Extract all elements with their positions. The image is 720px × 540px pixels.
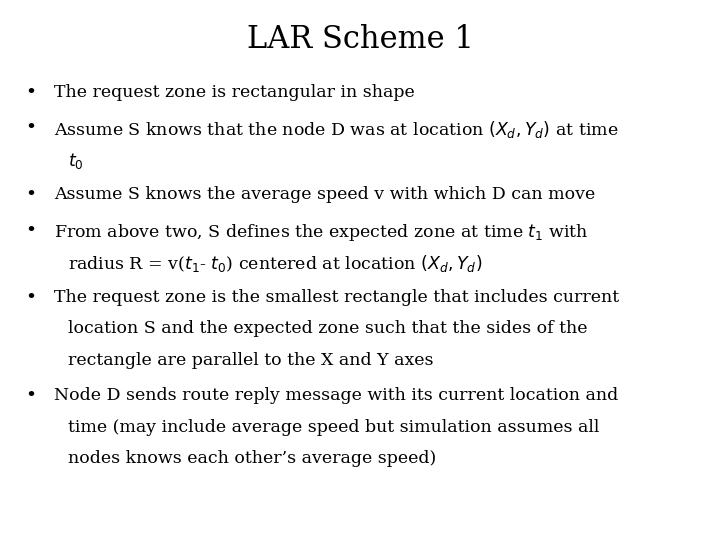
Text: location S and the expected zone such that the sides of the: location S and the expected zone such th…: [68, 320, 588, 337]
Text: LAR Scheme 1: LAR Scheme 1: [246, 24, 474, 55]
Text: rectangle are parallel to the X and Y axes: rectangle are parallel to the X and Y ax…: [68, 352, 434, 368]
Text: $t_0$: $t_0$: [68, 151, 84, 171]
Text: nodes knows each other’s average speed): nodes knows each other’s average speed): [68, 450, 436, 467]
Text: The request zone is the smallest rectangle that includes current: The request zone is the smallest rectang…: [54, 289, 619, 306]
Text: •: •: [25, 222, 36, 240]
Text: •: •: [25, 84, 36, 102]
Text: •: •: [25, 289, 36, 307]
Text: •: •: [25, 119, 36, 137]
Text: radius R = v($t_1$- $t_0$) centered at location $(X_d,Y_d)$: radius R = v($t_1$- $t_0$) centered at l…: [68, 253, 482, 274]
Text: time (may include average speed but simulation assumes all: time (may include average speed but simu…: [68, 418, 600, 435]
Text: Node D sends route reply message with its current location and: Node D sends route reply message with it…: [54, 387, 618, 404]
Text: Assume S knows the average speed v with which D can move: Assume S knows the average speed v with …: [54, 186, 595, 203]
Text: Assume S knows that the node D was at location $(X_d,Y_d)$ at time: Assume S knows that the node D was at lo…: [54, 119, 618, 140]
Text: •: •: [25, 186, 36, 204]
Text: From above two, S defines the expected zone at time $t_1$ with: From above two, S defines the expected z…: [54, 222, 589, 243]
Text: •: •: [25, 387, 36, 405]
Text: The request zone is rectangular in shape: The request zone is rectangular in shape: [54, 84, 415, 100]
